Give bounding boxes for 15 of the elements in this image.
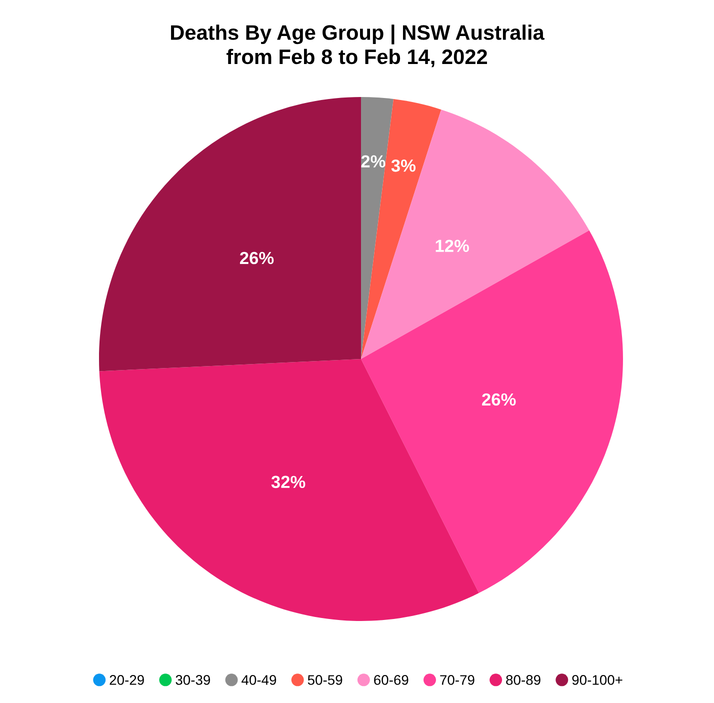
legend-label: 50-59 <box>308 675 342 685</box>
data-label: 32% <box>271 476 306 488</box>
legend-label: 20-29 <box>110 675 144 685</box>
data-label: 26% <box>240 252 274 264</box>
data-label: 3% <box>391 160 416 172</box>
legend-label: 40-49 <box>242 675 276 685</box>
legend-label: 30-39 <box>176 675 210 685</box>
chart-title: Deaths By Age Group | NSW Australia from Feb 8 to Feb 14, 2022 <box>171 24 544 68</box>
legend-label: 70-79 <box>440 675 474 685</box>
legend-label: 90-100+ <box>572 675 622 685</box>
legend-label: 60-69 <box>374 675 408 685</box>
data-label: 12% <box>436 240 470 252</box>
data-label: 2% <box>361 155 386 168</box>
legend-label: 80-89 <box>506 675 540 685</box>
data-label: 26% <box>482 393 516 406</box>
